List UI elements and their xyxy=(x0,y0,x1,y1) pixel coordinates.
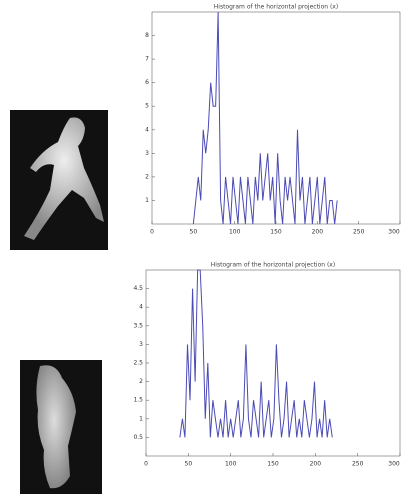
y-tick-label: 1 xyxy=(145,197,149,204)
x-tick-label: 100 xyxy=(229,229,241,236)
y-tick-label: 1.5 xyxy=(133,397,143,404)
x-tick-label: 250 xyxy=(352,461,364,468)
y-tick-label: 5 xyxy=(145,103,149,110)
x-tick-label: 50 xyxy=(185,461,193,468)
x-tick-label: 250 xyxy=(353,229,365,236)
y-tick-label: 4 xyxy=(145,126,149,133)
x-tick-label: 0 xyxy=(150,229,154,236)
y-tick-label: 3 xyxy=(145,150,149,157)
x-tick-label: 300 xyxy=(388,229,400,236)
chart-title: Histogram of the horizontal projection (… xyxy=(211,262,335,269)
x-tick-label: 150 xyxy=(270,229,282,236)
y-tick-label: 6 xyxy=(145,79,149,86)
x-tick-label: 200 xyxy=(310,461,322,468)
y-tick-label: 2 xyxy=(139,378,143,385)
y-tick-label: 7 xyxy=(145,56,149,63)
data-line xyxy=(179,269,333,438)
y-tick-label: 1 xyxy=(139,415,143,422)
x-tick-label: 150 xyxy=(267,461,279,468)
silhouette-image-1 xyxy=(10,110,108,250)
x-tick-label: 50 xyxy=(190,229,198,236)
y-tick-label: 4.5 xyxy=(133,285,143,292)
y-tick-label: 4 xyxy=(139,304,143,311)
x-tick-label: 100 xyxy=(225,461,237,468)
silhouette-image-2 xyxy=(20,360,102,494)
chart-title: Histogram of the horizontal projection (… xyxy=(214,4,338,11)
y-tick-label: 8 xyxy=(145,32,149,39)
x-tick-label: 300 xyxy=(388,461,400,468)
y-tick-label: 0.5 xyxy=(133,434,143,441)
x-tick-label: 0 xyxy=(144,461,148,468)
y-tick-label: 3 xyxy=(139,341,143,348)
y-tick-label: 3.5 xyxy=(133,322,143,329)
data-line xyxy=(192,11,338,225)
x-tick-label: 200 xyxy=(312,229,324,236)
y-tick-label: 2 xyxy=(145,173,149,180)
y-tick-label: 2.5 xyxy=(133,360,143,367)
